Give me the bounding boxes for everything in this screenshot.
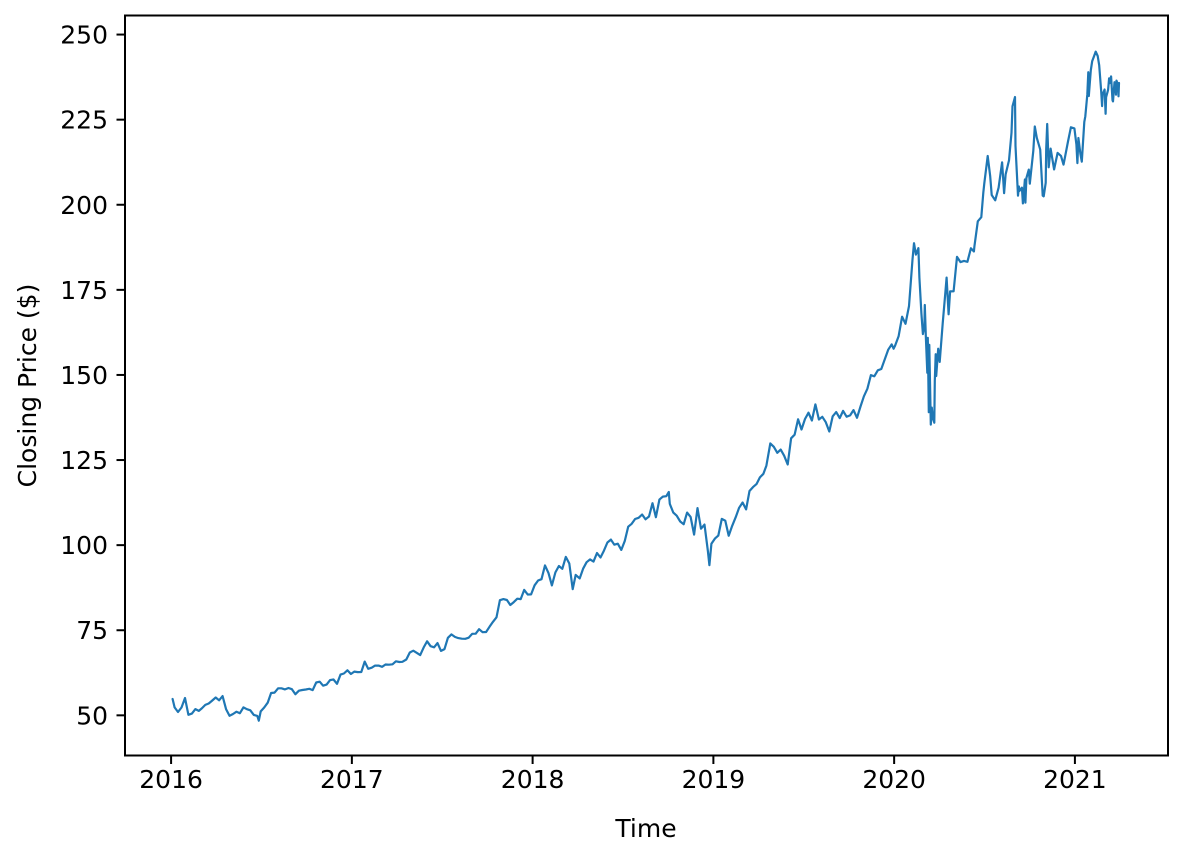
axis-ticks: 2016 2017 2018 2019 2020 2021 50 75 100 125 150 175… (60, 21, 1106, 794)
series-group (171, 50, 1121, 722)
x-tick-label: 2017 (320, 765, 384, 794)
y-tick-label: 100 (60, 531, 108, 560)
x-tick-label: 2018 (501, 765, 565, 794)
x-tick-label: 2016 (139, 765, 203, 794)
y-tick-label: 225 (60, 106, 108, 135)
x-axis-label: Time (614, 814, 676, 843)
y-tick-label: 200 (60, 191, 108, 220)
y-axis-label: Closing Price ($) (13, 284, 42, 488)
x-tick-label: 2020 (862, 765, 926, 794)
x-tick-label: 2021 (1043, 765, 1107, 794)
y-tick-label: 50 (76, 701, 108, 730)
y-tick-label: 125 (60, 446, 108, 475)
y-tick-label: 150 (60, 361, 108, 390)
price-line (171, 50, 1121, 722)
y-tick-label: 175 (60, 276, 108, 305)
y-tick-label: 250 (60, 21, 108, 50)
y-tick-label: 75 (76, 616, 108, 645)
plot-border (124, 14, 1169, 757)
x-tick-label: 2019 (682, 765, 746, 794)
